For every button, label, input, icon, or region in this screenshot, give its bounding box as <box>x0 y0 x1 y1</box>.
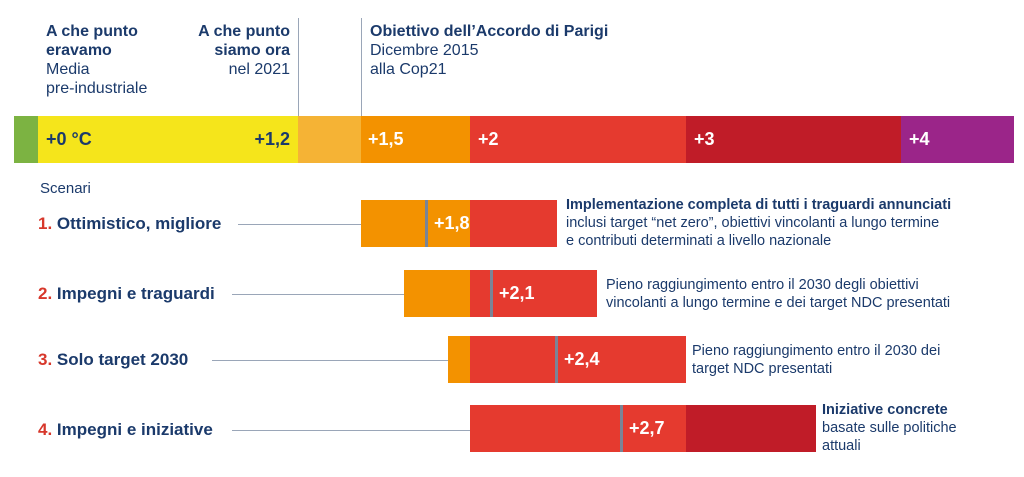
header-now-line3: nel 2021 <box>228 61 290 78</box>
header-past-line4: pre-industriale <box>46 80 148 97</box>
header-paris-line2: Dicembre 2015 <box>370 42 479 59</box>
scenario-4-value: +2,7 <box>629 418 665 438</box>
scenario-4-label: 4. Impegni e iniziative <box>38 420 213 440</box>
scale-label-3: +3 <box>694 129 715 149</box>
scenario-1-description: Implementazione completa di tutti i trag… <box>566 196 951 250</box>
header-past-line2: eravamo <box>46 42 112 59</box>
divider-paris <box>361 18 362 116</box>
scenario-2-marker <box>490 270 493 317</box>
scenario-1-desc-line1: inclusi target “net zero”, obiettivi vin… <box>566 215 940 231</box>
header-col-past: A che punto eravamo Media pre-industrial… <box>46 22 147 98</box>
scenario-2-number: 2. <box>38 284 53 303</box>
scale-seg-dark-red <box>686 116 901 163</box>
scenario-4-desc-line1: basate sulle politiche <box>822 420 957 436</box>
scenario-3-label: 3. Solo target 2030 <box>38 350 188 370</box>
scenario-3-value: +2,4 <box>564 349 600 369</box>
scale-label-1-2: +1,2 <box>254 129 290 149</box>
scenario-2-value: +2,1 <box>499 283 535 303</box>
header-paris-line1: Obiettivo dell’Accordo di Parigi <box>370 23 609 40</box>
scenario-4-bar-dark-red <box>686 405 816 452</box>
scale-label-1-5: +1,5 <box>368 129 404 149</box>
scenario-4-description: Iniziative concrete basate sulle politic… <box>822 401 957 455</box>
scenario-2-leader <box>232 294 404 295</box>
scenario-3-leader <box>212 360 448 361</box>
scenario-3-bar-red <box>470 336 686 383</box>
scenario-4-leader <box>232 430 470 431</box>
scenario-2-description: Pieno raggiungimento entro il 2030 degli… <box>606 276 950 312</box>
header-paris-line3: alla Cop21 <box>370 61 447 78</box>
divider-now <box>298 18 299 116</box>
scale-seg-light-orange <box>298 116 361 163</box>
header-now-line2: siamo ora <box>214 42 290 59</box>
scenario-2-desc-line1: Pieno raggiungimento entro il 2030 degli… <box>606 277 919 293</box>
scenario-2-bar-orange <box>404 270 470 317</box>
scenario-1-desc-bold: Implementazione completa di tutti i trag… <box>566 197 952 213</box>
scenario-3-desc-line2: target NDC presentati <box>692 361 833 377</box>
header-past-line1: A che punto <box>46 23 138 40</box>
scenario-1-leader <box>238 224 362 225</box>
scale-seg-yellow <box>38 116 298 163</box>
scenario-4-marker <box>620 405 623 452</box>
scale-seg-purple <box>901 116 1014 163</box>
header-now-line1: A che punto <box>198 23 290 40</box>
scenario-4-bar-red <box>470 405 686 452</box>
scenario-3-desc-line1: Pieno raggiungimento entro il 2030 dei <box>692 343 941 359</box>
scale-label-2: +2 <box>478 129 499 149</box>
scenario-1-number: 1. <box>38 214 53 233</box>
scenario-1-bar-orange <box>361 200 470 247</box>
scale-label-4: +4 <box>909 129 930 149</box>
header-past-line3: Media <box>46 61 90 78</box>
header-col-paris: Obiettivo dell’Accordo di Parigi Dicembr… <box>370 22 608 79</box>
scenario-1-name: Ottimistico, migliore <box>56 214 222 233</box>
scenario-1-desc-line2: e contributi determinati a livello nazio… <box>566 233 832 249</box>
scenario-2-name: Impegni e traguardi <box>56 284 215 303</box>
scenario-2-label: 2. Impegni e traguardi <box>38 284 215 304</box>
header-col-now: A che punto siamo ora nel 2021 <box>170 22 290 79</box>
scenario-1-value: +1,8 <box>434 213 470 233</box>
scenario-3-description: Pieno raggiungimento entro il 2030 dei t… <box>692 342 940 378</box>
scenari-title: Scenari <box>40 180 91 197</box>
scenario-1-bar-red <box>470 200 557 247</box>
scale-seg-green <box>14 116 38 163</box>
scenario-1-label: 1. Ottimistico, migliore <box>38 214 221 234</box>
scenario-3-number: 3. <box>38 350 53 369</box>
scenario-1-marker <box>425 200 428 247</box>
scenario-3-bar-orange <box>448 336 470 383</box>
scenario-4-name: Impegni e iniziative <box>56 420 213 439</box>
scenario-4-desc-line2: attuali <box>822 438 861 454</box>
scenario-4-number: 4. <box>38 420 53 439</box>
scale-label-0: +0 °C <box>46 129 92 149</box>
scale-seg-red <box>470 116 686 163</box>
scenario-3-name: Solo target 2030 <box>56 350 189 369</box>
scale-seg-orange <box>361 116 470 163</box>
scenario-4-desc-bold: Iniziative concrete <box>822 402 948 418</box>
scenario-2-desc-line2: vincolanti a lungo termine e dei target … <box>606 295 951 311</box>
scenario-3-marker <box>555 336 558 383</box>
